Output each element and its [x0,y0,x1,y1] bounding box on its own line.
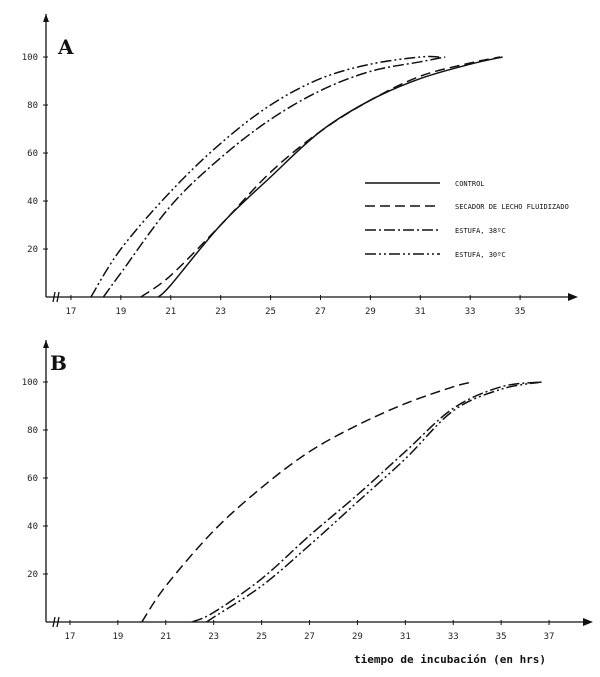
legend-label-estufa-38: ESTUFA, 38ºC [455,227,506,235]
panel-a-xtick-label: 21 [165,307,176,317]
panel-b-series-dashdot [191,381,542,623]
panel-a-xtick-label: 29 [365,307,376,317]
panel-a-xtick-label: 33 [465,307,476,317]
panel-b-xtick-label: 25 [256,632,267,642]
x-axis-label: tiempo de incubación (en hrs) [354,653,546,666]
panel-b-ytick-label: 60 [27,474,38,484]
panel-b-series-dashed [141,381,473,623]
panel-b-xtick-label: 17 [65,632,76,642]
panel-a-ytick-label: 100 [22,53,38,63]
panel-b-axes [45,340,585,623]
panel-a-xtick-label: 19 [115,307,126,317]
panel-b-label: B [50,351,67,375]
panel-b-xtick-label: 23 [208,632,219,642]
panel-b-xtick-label: 37 [544,632,555,642]
panel-b-xtick-label: 21 [160,632,171,642]
panel-b-axis-break [52,616,60,628]
panel-b-ytick-label: 40 [27,522,38,532]
panel-a-ytick-label: 80 [27,101,38,111]
panel-b-xtick-label: 27 [304,632,315,642]
panel-b-xtick-label: 29 [352,632,363,642]
panel-a-ytick-label: 40 [27,197,38,207]
panel-a-series-dashed [140,56,501,298]
panel-a: A 17 19 21 23 25 27 29 31 33 35 20 40 60 80 100 CONTRO… [22,14,578,317]
legend: CONTROL SECADOR DE LECHO FLUIDIZADO ESTU… [365,180,569,259]
panel-b-y-arrow [43,340,49,348]
panel-a-xtick-label: 25 [265,307,276,317]
panel-a-ytick-label: 20 [27,245,38,255]
panel-b-xtick-label: 31 [400,632,411,642]
panel-a-xtick-label: 35 [515,307,526,317]
panel-a-series-solid [157,56,503,298]
panel-b: B 17 19 21 23 25 27 29 31 33 35 37 20 40 60 80 100 tiem… [22,340,593,666]
panel-b-xtick-label: 33 [448,632,459,642]
panel-b-x-arrow [583,618,593,626]
panel-b-ytick-label: 20 [27,570,38,580]
panel-a-x-arrow [568,293,578,301]
panel-a-xtick-label: 27 [315,307,326,317]
panel-a-ytick-label: 60 [27,149,38,159]
panel-a-series-dashdotdot [90,55,441,298]
legend-label-secador: SECADOR DE LECHO FLUIDIZADO [455,203,569,211]
panel-a-label: A [57,35,74,59]
legend-label-control: CONTROL [455,180,485,188]
panel-a-y-arrow [43,14,49,22]
panel-b-ytick-label: 80 [27,426,38,436]
panel-b-series-dashdotdot [206,381,543,623]
legend-label-estufa-30: ESTUFA, 30ºC [455,251,506,259]
panel-b-xtick-label: 35 [496,632,507,642]
panel-b-ytick-label: 100 [22,378,38,388]
panel-a-xtick-label: 31 [415,307,426,317]
panel-a-series-dashdot [102,56,446,298]
panel-a-axis-break [52,291,60,303]
panel-b-xtick-label: 19 [112,632,123,642]
panel-a-xtick-label: 23 [215,307,226,317]
panel-a-axes [45,14,570,298]
panel-a-xtick-label: 17 [66,307,77,317]
